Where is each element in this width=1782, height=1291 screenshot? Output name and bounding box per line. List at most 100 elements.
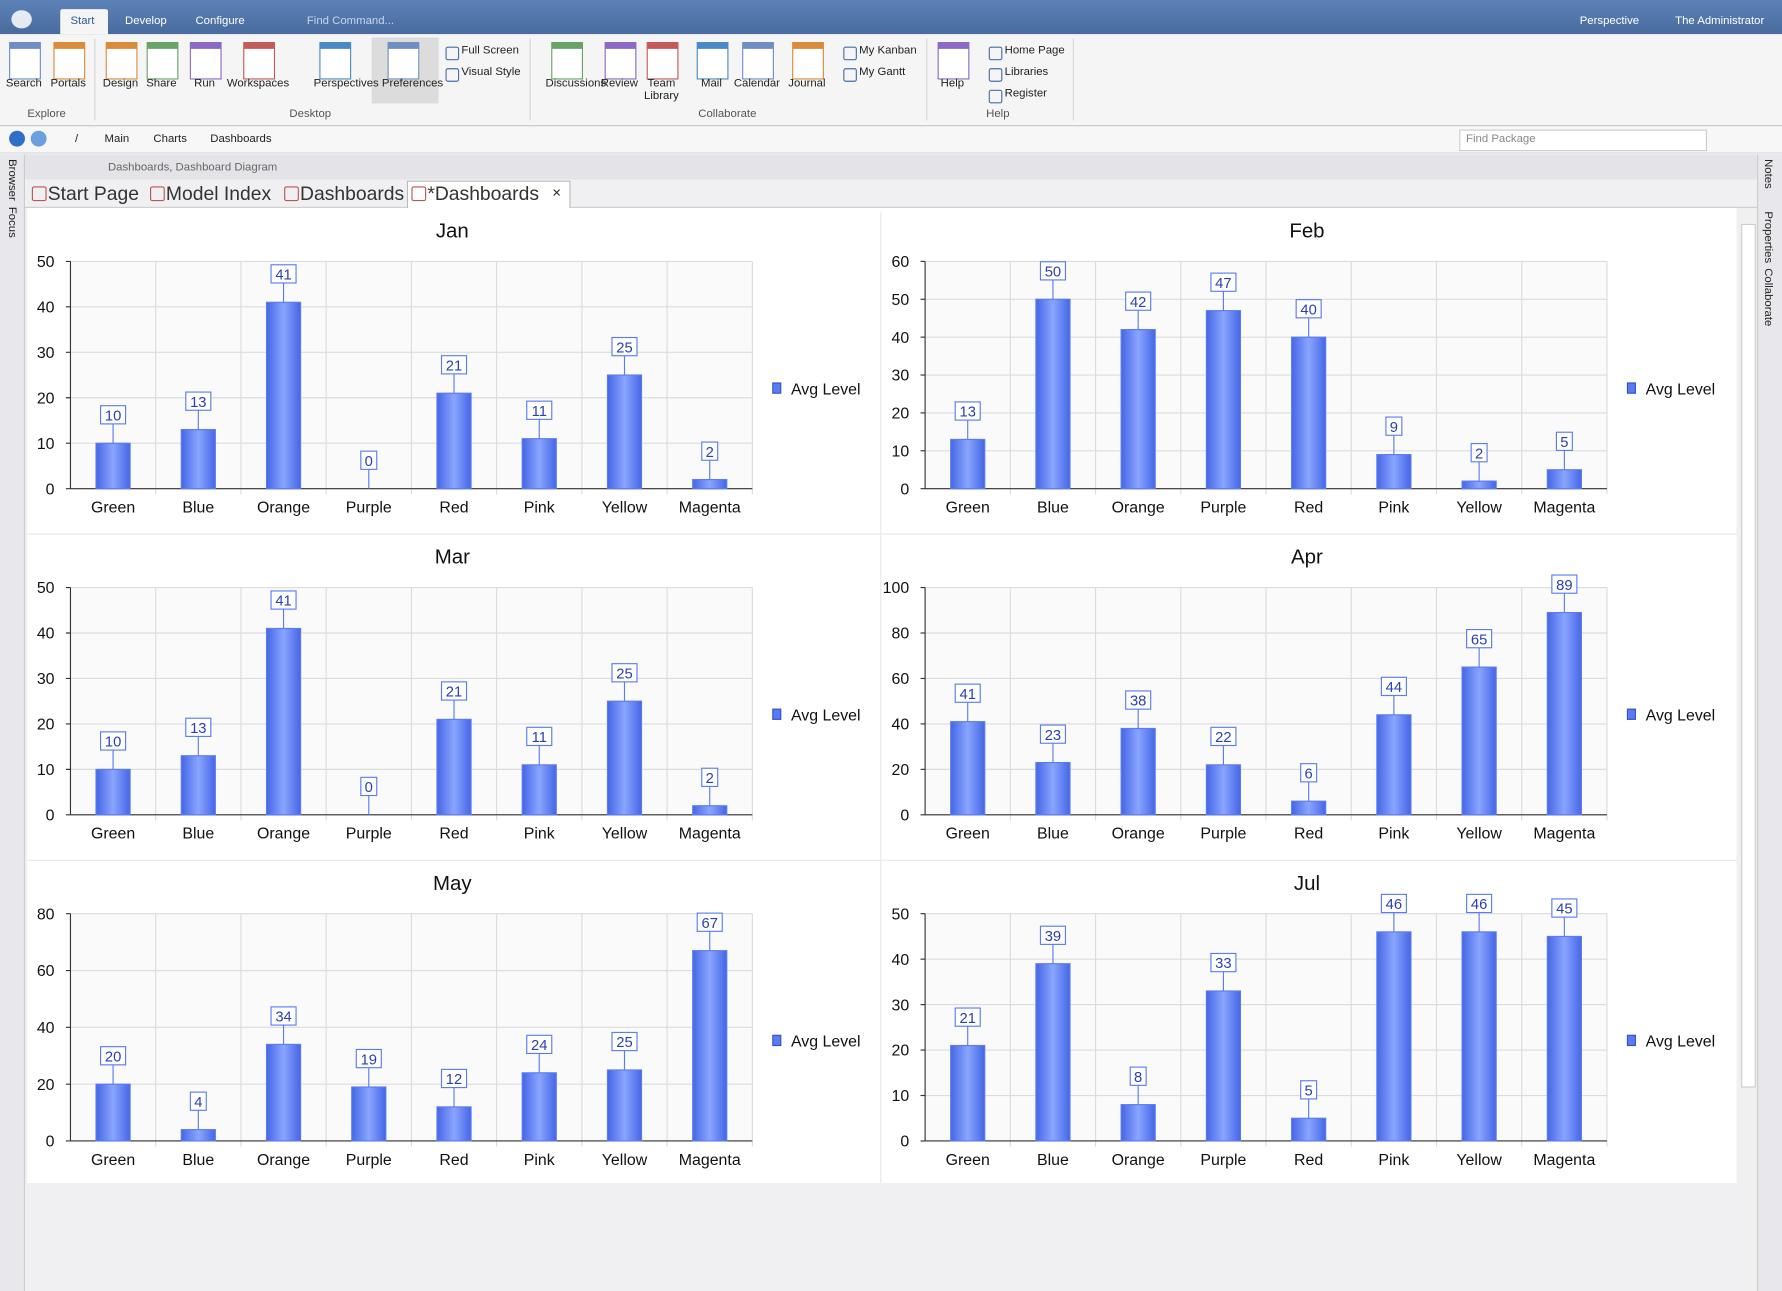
menu-tab[interactable]: Start xyxy=(70,14,95,28)
side-tab[interactable]: Collaborate xyxy=(1761,268,1775,327)
x-tick-label: Purple xyxy=(346,500,392,517)
button-icon[interactable] xyxy=(742,42,774,80)
data-label: 38 xyxy=(1130,694,1146,710)
small-icon[interactable] xyxy=(843,68,857,82)
ribbon-small-button[interactable]: Libraries xyxy=(1004,65,1049,79)
find-command[interactable]: Find Command... xyxy=(306,14,395,28)
bar xyxy=(1461,931,1497,1142)
ribbon-button[interactable]: Team Library xyxy=(644,77,679,103)
side-tab[interactable]: Focus xyxy=(5,206,19,238)
user-button[interactable]: The Administrator xyxy=(1675,14,1765,28)
doc-tab-icon xyxy=(284,186,299,202)
doc-tab[interactable]: Start Page xyxy=(47,182,140,205)
button-icon[interactable] xyxy=(387,42,420,80)
small-icon[interactable] xyxy=(988,89,1003,104)
ribbon-small-button[interactable]: Full Screen xyxy=(461,44,519,57)
button-icon[interactable] xyxy=(792,42,824,80)
x-tick-label: Blue xyxy=(182,826,214,843)
back-button[interactable] xyxy=(9,130,26,147)
data-label-box xyxy=(954,683,981,703)
y-tick-label: 80 xyxy=(37,906,55,923)
button-icon[interactable] xyxy=(146,42,179,80)
ribbon-button[interactable]: Portals xyxy=(50,77,86,90)
breadcrumb-item[interactable]: Charts xyxy=(153,132,187,146)
side-tab[interactable]: Notes xyxy=(1761,159,1775,189)
bar xyxy=(95,442,131,490)
perspective-button[interactable]: Perspective xyxy=(1579,14,1640,28)
button-icon[interactable] xyxy=(9,42,41,80)
button-icon[interactable] xyxy=(105,42,138,80)
data-label-box xyxy=(611,336,638,357)
ribbon-button[interactable]: Mail xyxy=(701,77,722,90)
ribbon-small-button[interactable]: My Gantt xyxy=(859,65,906,79)
breadcrumb-item[interactable]: Dashboards xyxy=(210,132,272,146)
bar xyxy=(265,301,302,490)
data-label: 5 xyxy=(1560,435,1568,451)
scroll-thumb[interactable] xyxy=(1741,223,1756,1088)
bar xyxy=(1291,336,1327,490)
doc-tab[interactable]: *Dashboards xyxy=(427,182,540,205)
data-label-box xyxy=(1125,291,1152,311)
ribbon-button[interactable]: Workspaces xyxy=(226,77,290,90)
ribbon-group-label: Explore xyxy=(27,107,66,121)
ribbon-button[interactable]: Design xyxy=(102,77,139,90)
data-label: 44 xyxy=(1386,680,1402,696)
ribbon-button[interactable]: Calendar xyxy=(733,77,780,90)
bar xyxy=(950,438,986,490)
ribbon-button[interactable]: Run xyxy=(194,77,215,90)
button-icon[interactable] xyxy=(604,42,637,80)
x-tick-label: Pink xyxy=(524,1152,555,1169)
button-icon[interactable] xyxy=(646,42,679,80)
ribbon-button[interactable]: Preferences xyxy=(381,77,444,90)
ribbon-button[interactable]: Help xyxy=(940,77,965,90)
small-icon[interactable] xyxy=(843,46,857,61)
menu-tab[interactable]: Develop xyxy=(125,14,167,28)
breadcrumb-item[interactable]: / xyxy=(75,132,79,146)
ribbon-button[interactable]: Review xyxy=(600,77,639,90)
find-package[interactable]: Find Package xyxy=(1466,132,1536,146)
find-package-box[interactable] xyxy=(1459,129,1707,152)
small-icon[interactable] xyxy=(445,68,460,82)
ribbon-button[interactable]: Share xyxy=(146,77,177,90)
ribbon-button[interactable]: Search xyxy=(5,77,42,90)
side-tab[interactable]: Browser xyxy=(5,159,19,201)
x-tick-label: Blue xyxy=(1037,1152,1069,1169)
small-icon[interactable] xyxy=(988,68,1003,82)
scrollbar[interactable] xyxy=(1738,207,1756,1291)
doc-tab[interactable]: Dashboards xyxy=(300,182,405,205)
data-label-box xyxy=(1380,893,1407,914)
app-menu-button[interactable] xyxy=(11,10,32,29)
x-tick-label: Magenta xyxy=(679,1152,741,1169)
side-tab[interactable]: Properties xyxy=(1761,211,1775,264)
ribbon-small-button[interactable]: Home Page xyxy=(1004,44,1065,57)
ribbon-button[interactable]: Perspectives xyxy=(313,77,379,90)
data-label-box xyxy=(1551,898,1578,918)
breadcrumb-item[interactable]: Main xyxy=(104,132,130,146)
button-icon[interactable] xyxy=(937,42,970,80)
ribbon-button[interactable]: Journal xyxy=(788,77,826,90)
close-tab[interactable]: × xyxy=(552,184,561,202)
x-tick-label: Orange xyxy=(1112,500,1165,517)
small-icon[interactable] xyxy=(445,46,460,61)
button-icon[interactable] xyxy=(319,42,352,80)
doc-tab-active xyxy=(406,180,571,208)
button-icon[interactable] xyxy=(189,42,222,80)
menu-tab[interactable]: Configure xyxy=(195,14,245,28)
data-label: 22 xyxy=(1215,730,1231,746)
small-icon[interactable] xyxy=(988,46,1003,61)
button-icon[interactable] xyxy=(243,42,276,80)
ribbon-small-button[interactable]: Visual Style xyxy=(461,65,521,79)
ribbon-small-button[interactable]: My Kanban xyxy=(859,44,917,57)
button-icon[interactable] xyxy=(551,42,584,80)
chart-title: Apr xyxy=(1291,546,1323,569)
bar xyxy=(1546,935,1582,1142)
button-icon[interactable] xyxy=(696,42,729,80)
button-icon[interactable] xyxy=(53,42,86,80)
bar xyxy=(950,1044,986,1142)
y-tick-label: 0 xyxy=(46,1134,55,1151)
doc-tab[interactable]: Model Index xyxy=(165,182,272,205)
forward-button[interactable] xyxy=(30,130,47,147)
data-label-box xyxy=(360,776,378,797)
bar xyxy=(1120,1104,1156,1142)
ribbon-small-button[interactable]: Register xyxy=(1004,87,1047,101)
